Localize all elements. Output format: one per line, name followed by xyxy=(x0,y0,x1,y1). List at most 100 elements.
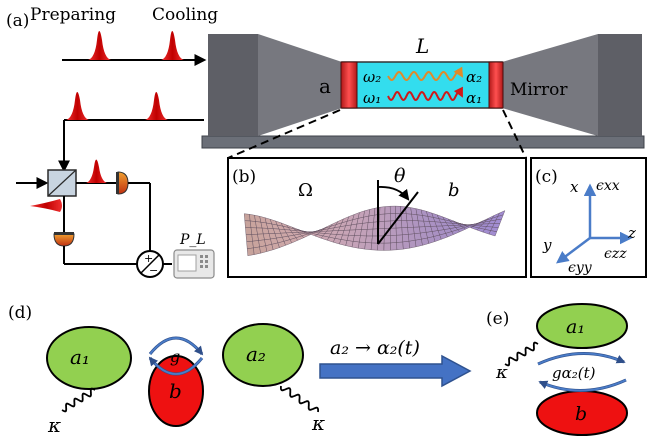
detector-bottom xyxy=(53,233,75,247)
tilt-axis xyxy=(377,191,419,245)
x-axis-label: x xyxy=(570,178,579,196)
coupling-arrow-top xyxy=(149,337,204,356)
signal-pulse xyxy=(86,159,107,183)
ribbon-cell xyxy=(389,205,396,214)
ribbon-cell xyxy=(396,234,404,243)
exx-label: ϵxx xyxy=(596,178,620,194)
alpha2-label: α₂ xyxy=(466,68,482,86)
ribbon-cell xyxy=(246,247,255,256)
ribbon-cell xyxy=(407,226,415,235)
ribbon-cell xyxy=(379,206,386,215)
ribbon-cell xyxy=(395,205,402,214)
damping-left xyxy=(61,387,96,413)
ribbon-cell xyxy=(406,220,414,228)
panel-c-label: (c) xyxy=(535,167,558,187)
transform-label: a₂ → α₂(t) xyxy=(330,337,420,359)
ribbon-cell xyxy=(245,234,253,242)
b-label: b xyxy=(169,379,182,403)
minus-sign: − xyxy=(149,264,158,277)
ribbon-cell xyxy=(365,235,373,244)
ribbon-cell xyxy=(244,220,252,228)
e-a1-label: a₁ xyxy=(566,316,585,338)
ribbon-cell xyxy=(384,220,391,229)
panel-e-label: (e) xyxy=(486,309,509,329)
ribbon-cell xyxy=(395,220,403,229)
cooling-pulse xyxy=(161,31,184,60)
ribbon-cell xyxy=(252,240,260,249)
right-mirror xyxy=(488,61,504,109)
phonon-mode-b xyxy=(148,355,204,427)
ribbon-cell xyxy=(390,234,397,244)
cavity-structure xyxy=(201,34,645,149)
local-oscillator-pulse xyxy=(30,199,62,212)
ezz-label: ϵzz xyxy=(604,246,627,262)
omega1-label: ω₁ xyxy=(363,89,381,107)
a1-label: a₁ xyxy=(70,345,90,369)
omega2-label: ω₂ xyxy=(363,68,381,86)
ribbon-cell xyxy=(366,228,374,237)
ribbon-cell xyxy=(360,229,368,237)
coupling-arrow-e-top xyxy=(537,352,626,365)
axis-triad xyxy=(556,183,633,264)
cooling-label: Cooling xyxy=(152,5,218,25)
panel-a-label: (a) xyxy=(6,11,29,31)
left-mirror xyxy=(340,61,358,109)
upper-wave xyxy=(387,66,464,82)
ribbon-cell xyxy=(351,241,360,249)
ribbon-cell xyxy=(253,246,261,255)
mode-a1 xyxy=(46,326,132,390)
plus-sign: + xyxy=(144,252,153,265)
ribbon-cell xyxy=(361,222,369,230)
ribbon-cell xyxy=(390,213,397,222)
kappa-right-label: κ xyxy=(311,411,325,435)
damping-e xyxy=(504,341,539,367)
ribbon-cell xyxy=(245,227,253,235)
ribbon-cell xyxy=(402,234,410,243)
power-label: P_L xyxy=(179,232,206,248)
theta-label: θ xyxy=(394,165,406,187)
ribbon-cell xyxy=(384,213,391,222)
e-b-label: b xyxy=(575,403,587,425)
phonon-b-label: b xyxy=(448,180,460,201)
ribbon-cell xyxy=(402,240,410,250)
ribbon-cell xyxy=(358,241,366,250)
ribbon-cell xyxy=(390,242,398,251)
ribbon-cell xyxy=(359,235,367,243)
ribbon-cell xyxy=(384,205,391,215)
z-axis-label: z xyxy=(627,224,636,242)
ribbon-cell xyxy=(366,221,374,230)
coupling-arrow-e-bottom xyxy=(538,379,627,392)
ribbon-cell xyxy=(488,230,497,237)
reflected-pulse-2 xyxy=(145,92,168,120)
ribbon-cell xyxy=(378,220,385,229)
theta-arc xyxy=(377,186,410,201)
ribbon-cell xyxy=(368,207,376,217)
y-axis-label: y xyxy=(542,236,552,254)
ribbon-cell xyxy=(246,240,254,249)
panel-b-label: (b) xyxy=(232,167,256,187)
ribbon-cell xyxy=(370,242,379,251)
preparing-pulse xyxy=(88,31,111,60)
ribbon-cell xyxy=(395,227,403,236)
panel-c-frame xyxy=(530,157,647,278)
ribbon-cell xyxy=(401,227,409,236)
cavity-length-label: L xyxy=(415,34,429,58)
mode-a1-effective xyxy=(536,303,628,349)
ribbon-cell xyxy=(364,242,372,251)
transform-arrow xyxy=(319,354,472,388)
detection-path xyxy=(16,92,215,279)
ribbon-cell xyxy=(378,228,385,237)
lower-wave xyxy=(387,86,463,102)
preparing-label: Preparing xyxy=(30,5,116,25)
ribbon-cell xyxy=(408,239,417,249)
mode-a2 xyxy=(222,323,304,387)
g-label: g xyxy=(170,347,180,366)
ribbon-cell xyxy=(408,233,416,242)
omega-label: Ω xyxy=(298,180,313,201)
right-mirror-label: Mirror xyxy=(510,80,568,100)
panel-d-label: (d) xyxy=(8,303,32,323)
ribbon-cell xyxy=(390,227,397,236)
ribbon-cell xyxy=(396,241,404,251)
